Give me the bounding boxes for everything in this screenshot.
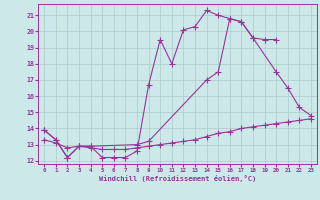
X-axis label: Windchill (Refroidissement éolien,°C): Windchill (Refroidissement éolien,°C) — [99, 175, 256, 182]
